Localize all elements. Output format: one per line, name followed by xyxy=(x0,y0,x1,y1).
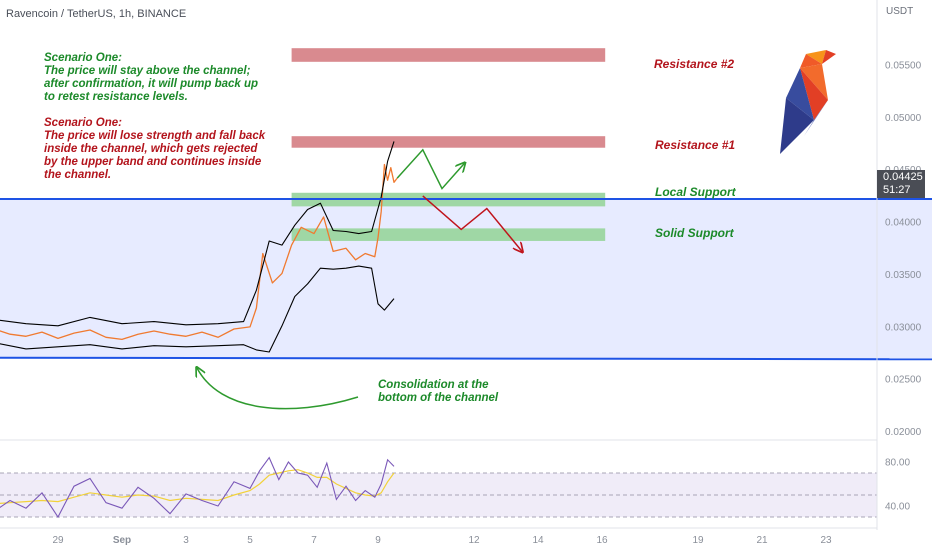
scenario-up-text: The price will stay above the channel; a… xyxy=(44,65,259,103)
x-tick-label: 5 xyxy=(247,535,253,546)
x-tick-label: 12 xyxy=(468,535,480,546)
resistance-1-zone xyxy=(291,136,606,148)
ravencoin-logo xyxy=(780,50,836,154)
channel-fill xyxy=(0,199,932,360)
resistance-2-label: Resistance #2 xyxy=(654,57,735,71)
price-line xyxy=(0,163,398,341)
solid-support-label: Solid Support xyxy=(655,226,734,240)
consolidation-arrow xyxy=(197,368,359,410)
x-tick-label: 29 xyxy=(52,535,64,546)
y-tick-label: 0.02000 xyxy=(885,427,922,438)
x-tick-label: 19 xyxy=(692,535,704,546)
resistance-1-label: Resistance #1 xyxy=(655,138,736,152)
channel-lower-line xyxy=(0,356,932,361)
rsi-tick-label: 40.00 xyxy=(885,502,910,513)
rsi-ma-line xyxy=(0,469,395,504)
x-tick-label: 7 xyxy=(311,535,317,546)
chart-title: Ravencoin / TetherUS, 1h, BINANCE xyxy=(6,8,187,20)
last-price: 0.04425 xyxy=(883,171,923,183)
x-tick-label: 23 xyxy=(820,535,832,546)
rsi-line xyxy=(0,456,395,519)
solid-support-zone xyxy=(291,228,606,241)
rsi-tick-label: 80.00 xyxy=(885,458,910,469)
price-badge: 0.04425 51:27 xyxy=(877,170,925,198)
scenario-up-title: Scenario One: xyxy=(44,52,122,64)
local-support-label: Local Support xyxy=(655,185,736,199)
bollinger-upper-line xyxy=(0,141,395,327)
x-tick-label: 14 xyxy=(532,535,544,546)
scenario-down-arrow xyxy=(422,195,522,252)
currency-label: USDT xyxy=(886,6,914,17)
y-tick-label: 0.05000 xyxy=(885,113,922,124)
bollinger-lower-line xyxy=(0,265,395,353)
scenario-up-arrow xyxy=(396,148,464,190)
y-tick-label: 0.02500 xyxy=(885,375,922,386)
consolidation-note: Consolidation at the bottom of the chann… xyxy=(378,379,499,404)
x-tick-label: 9 xyxy=(375,535,381,546)
x-tick-label: 3 xyxy=(183,535,189,546)
x-tick-label: 21 xyxy=(756,535,768,546)
bar-countdown: 51:27 xyxy=(883,184,911,196)
y-tick-label: 0.04000 xyxy=(885,218,922,229)
y-tick-label: 0.03500 xyxy=(885,270,922,281)
x-tick-label: Sep xyxy=(113,535,131,546)
scenario-down-text: The price will lose strength and fall ba… xyxy=(44,130,266,181)
y-tick-label: 0.03000 xyxy=(885,322,922,333)
resistance-2-zone xyxy=(291,48,606,62)
x-tick-label: 16 xyxy=(596,535,608,546)
y-tick-label: 0.05500 xyxy=(885,60,922,71)
scenario-down-title: Scenario One: xyxy=(44,117,122,129)
